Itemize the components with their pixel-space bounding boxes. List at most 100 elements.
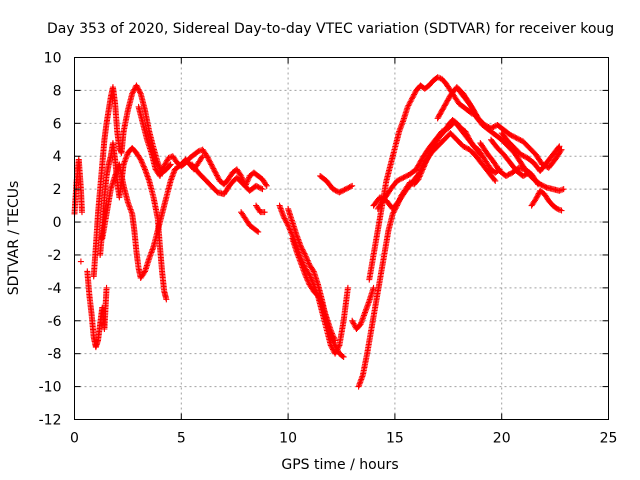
data-point [491, 176, 498, 183]
data-point [255, 228, 262, 235]
data-point [409, 94, 416, 101]
data-point [346, 184, 353, 191]
data-point [509, 133, 516, 140]
data-point [434, 115, 441, 122]
data-point [334, 347, 341, 354]
data-point [469, 105, 476, 112]
data-point [254, 183, 261, 190]
data-point [468, 103, 475, 110]
data-point [477, 151, 484, 158]
data-point [77, 258, 84, 265]
data-point [539, 182, 546, 189]
data-point [208, 161, 215, 168]
data-point [303, 274, 310, 281]
data-point [511, 133, 518, 140]
data-point [244, 177, 251, 184]
data-point [504, 172, 511, 179]
data-point [333, 188, 340, 195]
data-point [208, 162, 215, 169]
data-point [342, 186, 349, 193]
data-point [344, 284, 351, 291]
data-point [329, 330, 336, 337]
x-tick-label: 5 [177, 431, 186, 447]
data-point [159, 167, 166, 174]
data-point [302, 251, 309, 258]
data-point [205, 155, 212, 162]
data-point [473, 112, 480, 119]
y-tick-label: -4 [48, 281, 62, 297]
data-point [438, 107, 445, 114]
data-point [238, 172, 245, 179]
data-point [309, 267, 316, 274]
data-point [540, 183, 547, 190]
data-point [345, 184, 352, 191]
data-point [341, 186, 348, 193]
data-point [328, 329, 335, 336]
data-point [344, 185, 351, 192]
data-point [317, 298, 324, 305]
data-point [347, 183, 354, 190]
data-point [437, 110, 444, 117]
data-point [255, 184, 262, 191]
data-point [349, 317, 356, 324]
data-point [522, 171, 529, 178]
data-point [534, 179, 541, 186]
data-point [156, 172, 163, 179]
data-point [442, 126, 449, 133]
data-point [523, 170, 530, 177]
data-point [305, 259, 312, 266]
data-point [282, 218, 289, 225]
data-point [542, 183, 549, 190]
data-point [130, 87, 137, 94]
data-point [464, 145, 471, 152]
data-point [560, 186, 567, 193]
data-point [164, 157, 171, 164]
data-point [302, 271, 309, 278]
data-point [514, 135, 521, 142]
data-point [304, 257, 311, 264]
data-point [404, 172, 411, 179]
data-point [443, 100, 450, 107]
data-point [396, 176, 403, 183]
data-point [167, 161, 174, 168]
data-point [403, 173, 410, 180]
data-point [166, 162, 173, 169]
data-point [416, 170, 423, 177]
data-point [485, 123, 492, 130]
data-point [155, 161, 162, 168]
data-point [254, 228, 261, 235]
data-point [138, 159, 145, 166]
data-point [470, 106, 477, 113]
data-point [512, 134, 519, 141]
data-point [315, 293, 322, 300]
data-point [417, 158, 424, 165]
data-point [399, 175, 406, 182]
data-point [441, 102, 448, 109]
data-point [244, 178, 251, 185]
data-point [350, 320, 357, 327]
data-point [304, 277, 311, 284]
data-point [138, 157, 145, 164]
data-point [508, 132, 515, 139]
data-point [157, 171, 164, 178]
data-point [492, 177, 499, 184]
data-point [206, 157, 213, 164]
data-point [440, 105, 447, 112]
data-point [78, 209, 85, 216]
y-tick-label: -2 [48, 248, 62, 264]
data-point [489, 124, 496, 131]
data-point [207, 160, 214, 167]
data-point [473, 111, 480, 118]
data-point [519, 152, 526, 159]
data-point [438, 108, 445, 115]
data-point [129, 90, 136, 97]
data-point [317, 297, 324, 304]
data-point [413, 165, 420, 172]
y-tick-label: 6 [53, 116, 62, 132]
data-point [535, 181, 542, 188]
data-point [209, 164, 216, 171]
data-point [349, 182, 356, 189]
data-point [337, 188, 344, 195]
